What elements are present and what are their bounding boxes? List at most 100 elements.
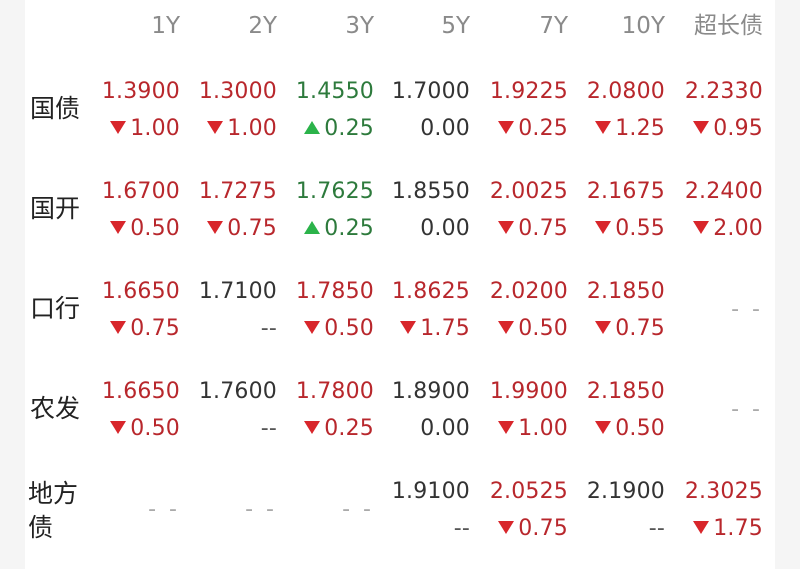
row-label[interactable]: 国开 bbox=[30, 194, 81, 223]
triangle-down-icon bbox=[207, 220, 224, 234]
change-text: 0.50 bbox=[324, 316, 374, 341]
yield-change: -- bbox=[375, 514, 470, 544]
yield-change: 0.75 bbox=[473, 514, 568, 544]
yield-change: 0.00 bbox=[375, 414, 470, 444]
yield-change: 0.75 bbox=[85, 314, 180, 344]
empty-cell: - - bbox=[342, 497, 374, 522]
triangle-down-icon bbox=[498, 520, 515, 534]
yield-value[interactable]: 1.9100 bbox=[391, 479, 470, 504]
change-text: 0.50 bbox=[130, 416, 180, 441]
yield-value[interactable]: 1.9900 bbox=[489, 379, 568, 404]
triangle-down-icon bbox=[498, 320, 515, 334]
change-text: 1.00 bbox=[227, 116, 277, 141]
triangle-down-icon bbox=[304, 320, 321, 334]
yield-value[interactable]: 2.0200 bbox=[489, 279, 568, 304]
yield-value[interactable]: 1.7850 bbox=[295, 279, 374, 304]
triangle-down-icon bbox=[595, 220, 612, 234]
column-header-3Y[interactable]: 3Y bbox=[345, 13, 374, 39]
yield-value[interactable]: 1.7600 bbox=[198, 379, 277, 404]
triangle-down-icon bbox=[693, 520, 710, 534]
triangle-down-icon bbox=[595, 420, 612, 434]
change-text: 2.00 bbox=[713, 216, 763, 241]
yield-change: -- bbox=[182, 314, 277, 344]
yield-value[interactable]: 2.2330 bbox=[684, 79, 763, 104]
triangle-down-icon bbox=[693, 220, 710, 234]
yield-value[interactable]: 1.6650 bbox=[101, 379, 180, 404]
yield-change: -- bbox=[570, 514, 665, 544]
yield-change: 0.25 bbox=[279, 414, 374, 444]
yield-change: 1.00 bbox=[85, 114, 180, 144]
change-text: 0.00 bbox=[420, 416, 470, 441]
yield-value[interactable]: 1.7275 bbox=[198, 179, 277, 204]
yield-change: 0.95 bbox=[668, 114, 763, 144]
change-text: 0.75 bbox=[227, 216, 277, 241]
change-text: 0.75 bbox=[518, 216, 568, 241]
yield-value[interactable]: 1.7625 bbox=[295, 179, 374, 204]
row-label[interactable]: 地方债 bbox=[28, 479, 79, 542]
yield-value[interactable]: 1.3000 bbox=[198, 79, 277, 104]
change-text: 1.00 bbox=[518, 416, 568, 441]
yield-value[interactable]: 2.2400 bbox=[684, 179, 763, 204]
column-header-超长债[interactable]: 超长债 bbox=[694, 13, 763, 39]
yield-value[interactable]: 2.1850 bbox=[586, 379, 665, 404]
row-label[interactable]: 口行 bbox=[30, 294, 81, 323]
yield-value[interactable]: 1.3900 bbox=[101, 79, 180, 104]
yield-value[interactable]: 1.4550 bbox=[295, 79, 374, 104]
column-header-7Y[interactable]: 7Y bbox=[539, 13, 568, 39]
triangle-down-icon bbox=[595, 120, 612, 134]
change-text: 0.25 bbox=[324, 216, 374, 241]
yield-value[interactable]: 1.6650 bbox=[101, 279, 180, 304]
yield-change: 0.00 bbox=[375, 114, 470, 144]
change-text: 0.50 bbox=[130, 216, 180, 241]
change-text: 1.00 bbox=[130, 116, 180, 141]
change-text: -- bbox=[648, 516, 665, 541]
column-header-10Y[interactable]: 10Y bbox=[621, 13, 665, 39]
triangle-down-icon bbox=[498, 120, 515, 134]
change-text: 0.55 bbox=[615, 216, 665, 241]
triangle-down-icon bbox=[693, 120, 710, 134]
yield-value[interactable]: 1.7800 bbox=[295, 379, 374, 404]
yield-value[interactable]: 2.3025 bbox=[684, 479, 763, 504]
yield-value[interactable]: 2.1675 bbox=[586, 179, 665, 204]
yield-value[interactable]: 2.0025 bbox=[489, 179, 568, 204]
yield-change: -- bbox=[182, 414, 277, 444]
empty-cell: - - bbox=[148, 497, 180, 522]
yield-change: 0.50 bbox=[570, 414, 665, 444]
yield-value[interactable]: 1.8550 bbox=[391, 179, 470, 204]
change-text: 0.75 bbox=[615, 316, 665, 341]
row-label[interactable]: 国债 bbox=[30, 94, 81, 123]
yield-value[interactable]: 1.8625 bbox=[391, 279, 470, 304]
yield-value[interactable]: 2.0800 bbox=[586, 79, 665, 104]
triangle-down-icon bbox=[595, 320, 612, 334]
yield-value[interactable]: 1.8900 bbox=[391, 379, 470, 404]
yield-change: 0.25 bbox=[279, 114, 374, 144]
yield-change: 1.75 bbox=[668, 514, 763, 544]
yield-value[interactable]: 1.6700 bbox=[101, 179, 180, 204]
triangle-down-icon bbox=[498, 420, 515, 434]
yield-change: 0.50 bbox=[85, 214, 180, 244]
column-header-5Y[interactable]: 5Y bbox=[441, 13, 470, 39]
yield-change: 0.50 bbox=[473, 314, 568, 344]
change-text: 1.75 bbox=[420, 316, 470, 341]
triangle-down-icon bbox=[498, 220, 515, 234]
yield-value[interactable]: 1.7000 bbox=[391, 79, 470, 104]
row-label[interactable]: 农发 bbox=[30, 394, 81, 423]
triangle-down-icon bbox=[110, 120, 127, 134]
yield-change: 0.55 bbox=[570, 214, 665, 244]
change-text: 0.50 bbox=[615, 416, 665, 441]
yield-value[interactable]: 2.1850 bbox=[586, 279, 665, 304]
yield-value[interactable]: 2.1900 bbox=[586, 479, 665, 504]
change-text: 1.25 bbox=[615, 116, 665, 141]
triangle-down-icon bbox=[400, 320, 417, 334]
column-header-2Y[interactable]: 2Y bbox=[248, 13, 277, 39]
yield-change: 0.75 bbox=[570, 314, 665, 344]
triangle-up-icon bbox=[304, 220, 321, 234]
yield-value[interactable]: 2.0525 bbox=[489, 479, 568, 504]
yield-value[interactable]: 1.7100 bbox=[198, 279, 277, 304]
yield-value[interactable]: 1.9225 bbox=[489, 79, 568, 104]
column-header-1Y[interactable]: 1Y bbox=[151, 13, 180, 39]
triangle-down-icon bbox=[110, 220, 127, 234]
empty-cell: - - bbox=[245, 497, 277, 522]
change-text: -- bbox=[260, 416, 277, 441]
change-text: 0.75 bbox=[130, 316, 180, 341]
